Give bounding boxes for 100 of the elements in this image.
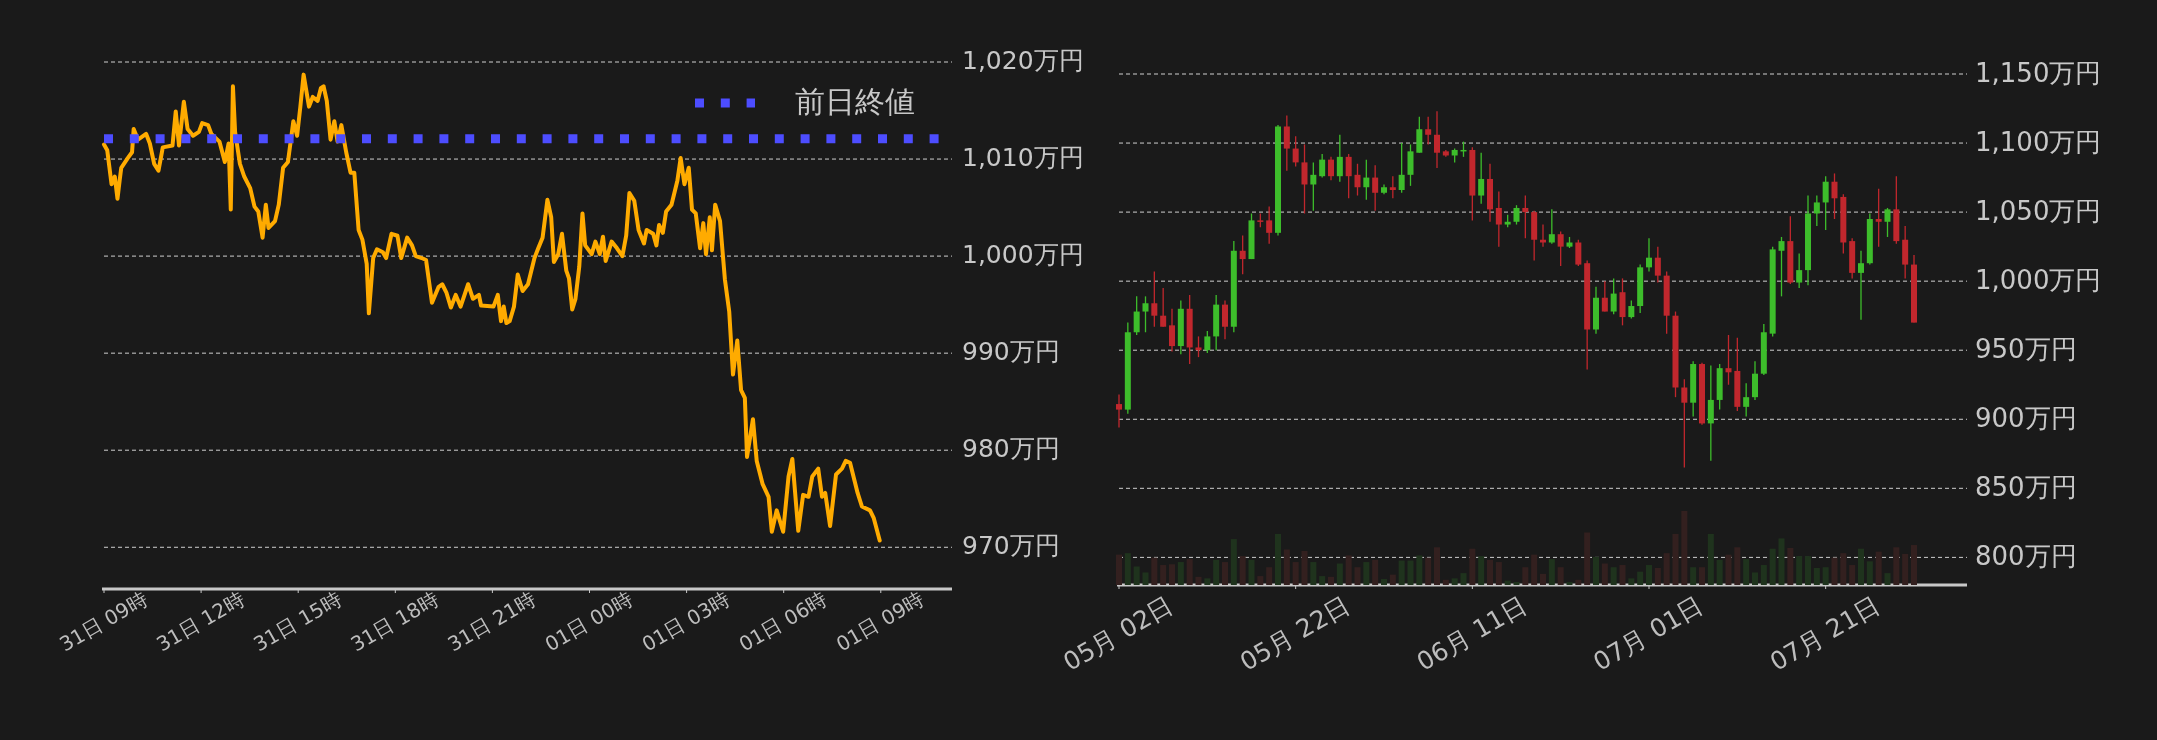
- bar: [1160, 565, 1167, 585]
- bar: [1213, 559, 1220, 585]
- x-tick-label: 01日 00時: [540, 586, 637, 657]
- x-tick-label: 01日 09時: [831, 586, 929, 657]
- candlestick: [1495, 190, 1502, 248]
- candlestick: [1319, 153, 1326, 179]
- candlestick: [1813, 194, 1820, 227]
- bar: [1858, 548, 1864, 585]
- candlestick: [1522, 194, 1529, 239]
- candlestick: [1372, 164, 1379, 212]
- y-tick-label: 1,000万円: [1975, 264, 2102, 295]
- x-tick-label: 31日 21時: [443, 586, 540, 657]
- bar: [1805, 556, 1811, 585]
- bar: [1725, 554, 1732, 585]
- bar: [1637, 571, 1644, 585]
- bar: [1646, 565, 1652, 585]
- bar: [1760, 565, 1767, 585]
- bar: [1177, 562, 1184, 585]
- candlestick: [1310, 161, 1317, 212]
- y-tick-label: 1,100万円: [1975, 126, 2102, 157]
- candlestick: [1434, 110, 1440, 169]
- candlestick: [1398, 142, 1405, 194]
- bar: [1566, 582, 1573, 585]
- y-tick-label: 950万円: [1975, 333, 2077, 364]
- bar: [1381, 579, 1387, 585]
- bar: [1169, 564, 1175, 585]
- y-tick-label: 850万円: [1975, 471, 2077, 502]
- candlestick: [1151, 270, 1158, 328]
- x-tick-label: 07月 21日: [1765, 590, 1885, 677]
- bar: [1266, 567, 1273, 585]
- bar: [1672, 533, 1679, 585]
- bar: [1275, 533, 1281, 585]
- bar: [1716, 559, 1723, 585]
- candlestick: [1610, 277, 1617, 315]
- candlestick: [1301, 143, 1308, 215]
- y-tick-label: 1,020万円: [962, 46, 1084, 75]
- bar: [1283, 549, 1290, 585]
- bar: [1495, 562, 1502, 585]
- candlestick: [1407, 143, 1414, 187]
- bar: [1778, 538, 1785, 585]
- bar: [1902, 553, 1909, 585]
- bar: [1425, 557, 1432, 585]
- bar: [1336, 563, 1343, 585]
- bar: [1310, 562, 1317, 585]
- bar: [1469, 548, 1476, 585]
- candlestick: [1875, 187, 1882, 248]
- bar: [1354, 567, 1361, 585]
- candlestick: [1646, 237, 1652, 273]
- y-tick-label: 800万円: [1975, 540, 2077, 571]
- bar: [1222, 562, 1228, 585]
- candlestick: [1160, 287, 1167, 328]
- candlestick: [1142, 295, 1149, 333]
- candlestick: [1204, 330, 1211, 354]
- bar: [1681, 511, 1688, 585]
- candlestick: [1557, 230, 1564, 267]
- candlestick: [1363, 158, 1370, 201]
- bar: [1407, 560, 1414, 585]
- x-tick-label: 05月 02日: [1058, 590, 1179, 677]
- candlestick: [1425, 116, 1432, 146]
- bar: [1230, 539, 1237, 585]
- bar: [1875, 551, 1882, 585]
- bar: [1911, 545, 1917, 585]
- candlestick: [1389, 175, 1396, 199]
- bar: [1442, 579, 1449, 585]
- bar: [1769, 548, 1776, 585]
- bar: [1796, 556, 1803, 585]
- candlestick: [1169, 308, 1175, 353]
- bar: [1822, 567, 1829, 585]
- candlestick: [1283, 114, 1290, 172]
- candlestick: [1354, 163, 1361, 197]
- bar: [1416, 555, 1423, 585]
- bar: [1204, 578, 1211, 585]
- y-tick-label: 990万円: [962, 337, 1060, 367]
- bar: [1363, 562, 1370, 585]
- legend-label: 前日終値: [795, 83, 915, 119]
- y-tick-label: 1,150万円: [1975, 57, 2102, 88]
- y-tick-label: 1,010万円: [962, 143, 1084, 173]
- candlestick: [1707, 364, 1714, 462]
- bar: [1610, 567, 1617, 585]
- candlestick: [1345, 153, 1352, 199]
- bar: [1398, 560, 1405, 585]
- bar: [1813, 567, 1820, 585]
- bar: [1345, 555, 1352, 585]
- bar: [1487, 559, 1493, 585]
- candlestick: [1822, 175, 1829, 231]
- y-tick-label: 980万円: [962, 434, 1060, 464]
- bar: [1460, 573, 1467, 585]
- candlestick: [1133, 295, 1140, 336]
- bar: [1195, 576, 1202, 585]
- candlestick: [1416, 116, 1423, 154]
- bar: [1292, 562, 1299, 585]
- bar: [1389, 574, 1396, 585]
- bar: [1478, 556, 1485, 585]
- candlestick: [1884, 207, 1891, 238]
- bar: [1787, 548, 1794, 585]
- bar: [1831, 557, 1838, 585]
- bar: [1849, 565, 1856, 585]
- x-tick-label: 01日 06時: [734, 586, 832, 657]
- candlestick: [1831, 172, 1838, 220]
- bar: [1531, 554, 1538, 585]
